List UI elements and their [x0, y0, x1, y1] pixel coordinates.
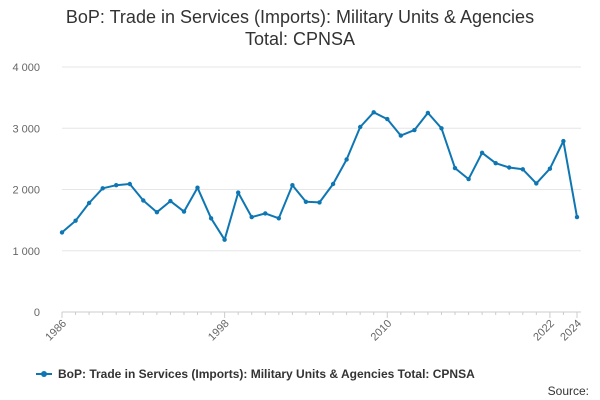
series-layer: [59, 110, 580, 242]
data-point-2002: [276, 216, 281, 221]
data-point-2016: [466, 176, 471, 182]
chart-title: BoP: Trade in Services (Imports): Milita…: [0, 6, 600, 50]
data-point-2022: [547, 166, 553, 171]
data-point-1994: [168, 198, 173, 204]
y-axis-labels: 0 1 000 2 000 3 000 4 000: [12, 62, 40, 319]
series-line: [61, 111, 578, 241]
data-point-2008: [358, 124, 363, 130]
source-label: Source:: [547, 384, 589, 398]
data-point-2020: [520, 167, 525, 172]
data-point-2017: [479, 150, 485, 155]
y-tick-label: 1 000: [12, 246, 40, 258]
data-point-2009: [371, 110, 376, 115]
data-point-1997: [208, 216, 214, 221]
y-tick-label: 0: [34, 307, 40, 319]
data-point-1996: [195, 185, 200, 190]
x-tick-label: 1998: [206, 318, 232, 344]
data-point-2013: [425, 110, 431, 116]
data-point-1986: [59, 230, 65, 235]
x-tick-label: 1986: [43, 318, 69, 344]
data-point-1990: [114, 183, 119, 188]
x-tick-label: 2010: [369, 318, 395, 344]
data-point-1991: [127, 181, 132, 187]
data-point-2006: [330, 181, 336, 187]
chart-title-line-1: BoP: Trade in Services (Imports): Milita…: [65, 7, 535, 27]
x-axis: 1986 1998 2010 2022 2024: [43, 312, 584, 343]
y-tick-label: 4 000: [12, 62, 40, 74]
legend-swatch: [36, 366, 52, 382]
data-point-2000: [249, 214, 254, 220]
y-tick-label: 3 000: [12, 123, 40, 135]
chart-title-line-2: Total: CPNSA: [244, 29, 356, 49]
data-point-2001: [263, 211, 268, 216]
data-point-2011: [398, 133, 403, 138]
data-point-1988: [86, 200, 92, 206]
data-point-1993: [154, 210, 160, 215]
data-point-2014: [439, 126, 444, 131]
grid-lines: [62, 66, 581, 313]
data-point-1999: [236, 190, 241, 195]
data-point-1989: [100, 186, 105, 191]
data-point-2010: [385, 116, 390, 122]
data-point-2021: [534, 181, 539, 186]
data-point-1992: [141, 198, 146, 203]
legend-label: BoP: Trade in Services (Imports): Milita…: [58, 367, 475, 381]
data-point-2007: [344, 157, 349, 162]
data-point-1987: [73, 218, 78, 223]
data-point-2005: [317, 200, 322, 205]
data-point-2024: [574, 214, 580, 220]
data-point-2023: [561, 138, 566, 144]
data-point-1998: [222, 237, 227, 242]
legend-item[interactable]: BoP: Trade in Services (Imports): Milita…: [36, 366, 475, 382]
x-tick-label: 2024: [558, 318, 584, 344]
data-point-2019: [507, 165, 512, 170]
data-point-2015: [452, 165, 458, 171]
data-point-2004: [303, 199, 309, 204]
y-tick-label: 2 000: [12, 185, 40, 197]
data-point-2012: [412, 127, 417, 133]
data-point-1995: [181, 209, 187, 214]
data-point-2003: [290, 183, 295, 188]
data-point-2018: [493, 161, 498, 166]
x-tick-label: 2022: [531, 318, 557, 344]
